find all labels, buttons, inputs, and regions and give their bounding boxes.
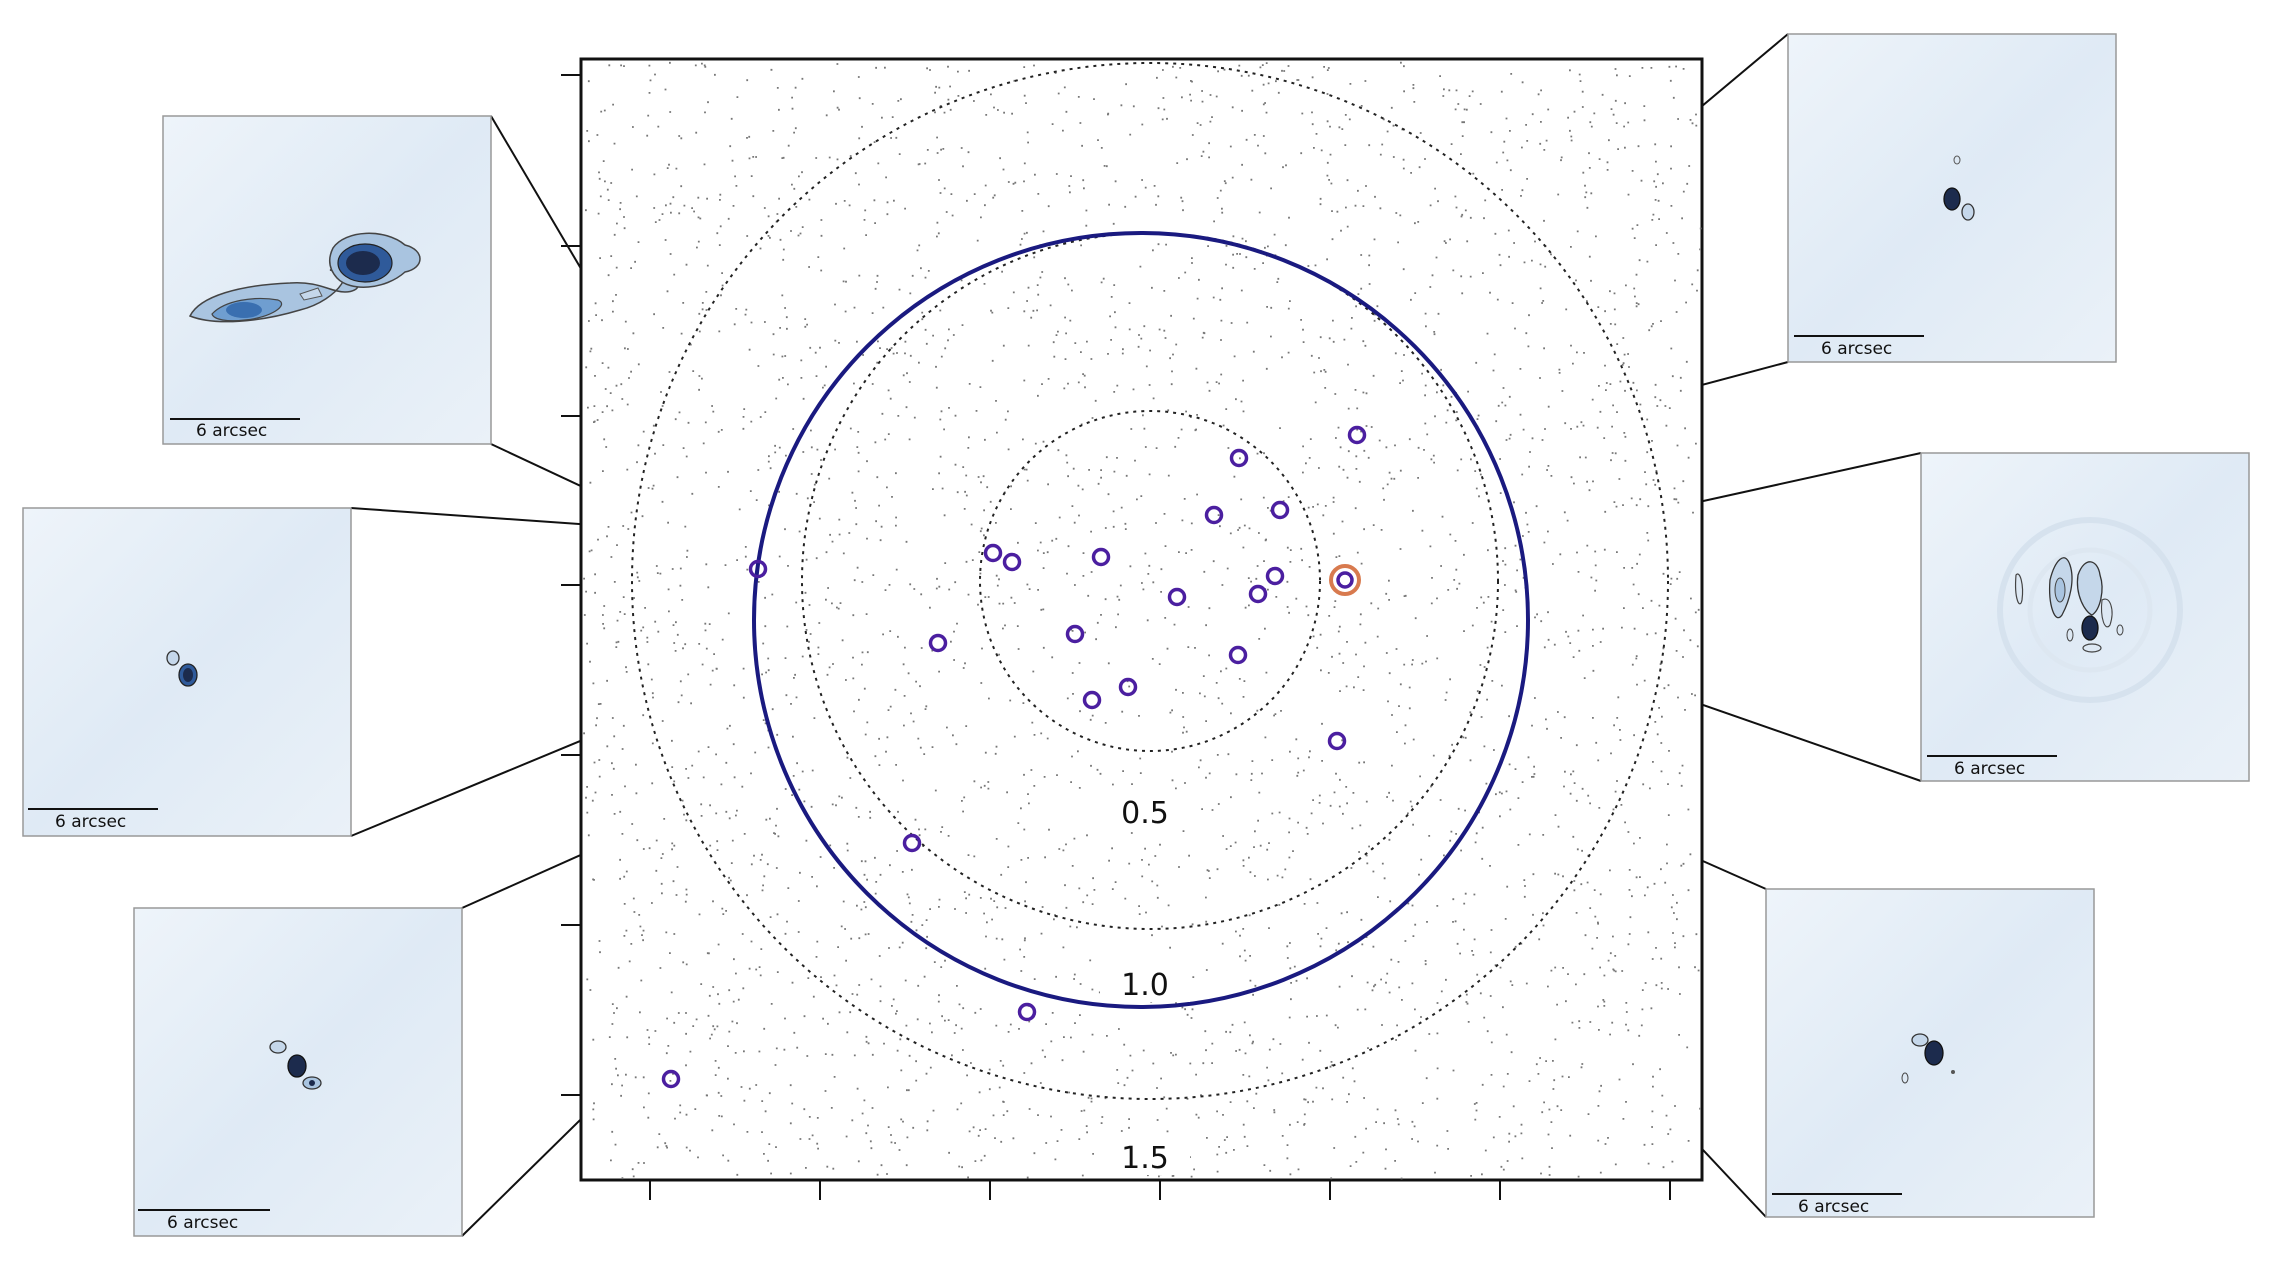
scale-label: 6 arcsec	[196, 421, 267, 441]
source-marker	[1229, 448, 1249, 468]
radius-label-1-5: 1.5	[1121, 1141, 1169, 1176]
source-marker	[1082, 690, 1102, 710]
extended-double-lobe-source-icon	[188, 232, 421, 323]
source-marker	[1204, 505, 1224, 525]
source-marker	[661, 1069, 681, 1089]
compact-source-with-companion-icon	[1943, 155, 1975, 221]
source-markers	[661, 425, 1367, 1089]
source-marker	[983, 543, 1003, 563]
radius-label-0-5: 0.5	[1121, 796, 1169, 831]
source-marker	[1265, 566, 1285, 586]
pointing-field-plot: 0.5 1.0 1.5	[561, 57, 1704, 1200]
source-marker-highlighted	[1336, 571, 1354, 589]
radius-circle-1-5	[631, 62, 1669, 1100]
source-marker	[1327, 731, 1347, 751]
compact-triple-source-icon	[269, 1040, 322, 1090]
scale-label: 6 arcsec	[1821, 339, 1892, 359]
source-marker	[902, 833, 922, 853]
extended-jet-source-icon	[2015, 557, 2124, 653]
highlighted-source	[1329, 564, 1361, 596]
source-marker	[1270, 500, 1290, 520]
highlight-ring	[1329, 564, 1361, 596]
source-marker	[1248, 584, 1268, 604]
thumbnail-upper-left: 6 arcsec	[162, 115, 492, 445]
scale-label: 6 arcsec	[167, 1213, 238, 1233]
source-marker	[1065, 624, 1085, 644]
compact-double-source-icon	[166, 650, 198, 687]
source-marker	[1228, 645, 1248, 665]
source-marker	[1347, 425, 1367, 445]
source-marker	[1091, 547, 1111, 567]
compact-core-with-knots-icon	[1901, 1033, 1955, 1084]
radius-label-1-0: 1.0	[1121, 968, 1169, 1003]
thumbnail-mid-right: 6 arcsec	[1920, 452, 2250, 782]
scale-label: 6 arcsec	[1798, 1197, 1869, 1217]
source-marker	[1118, 677, 1138, 697]
scale-label: 6 arcsec	[1954, 759, 2025, 779]
plot-frame	[579, 57, 1704, 1182]
thumbnail-lower-left: 6 arcsec	[133, 907, 463, 1237]
source-marker	[1002, 552, 1022, 572]
thumbnail-upper-right: 6 arcsec	[1787, 33, 2117, 363]
thumbnail-mid-left: 6 arcsec	[22, 507, 352, 837]
source-marker	[1017, 1002, 1037, 1022]
scale-label: 6 arcsec	[55, 812, 126, 832]
source-marker	[1167, 587, 1187, 607]
radius-circle-0-5	[979, 410, 1321, 752]
axis-ticks	[561, 74, 1671, 1200]
radius-circle-1-0	[801, 232, 1499, 930]
thumbnail-lower-right: 6 arcsec	[1765, 888, 2095, 1218]
radius-labels: 0.5 1.0 1.5	[1100, 790, 1190, 1176]
primary-beam-circle	[752, 231, 1530, 1009]
source-marker	[928, 633, 948, 653]
source-marker	[748, 559, 768, 579]
